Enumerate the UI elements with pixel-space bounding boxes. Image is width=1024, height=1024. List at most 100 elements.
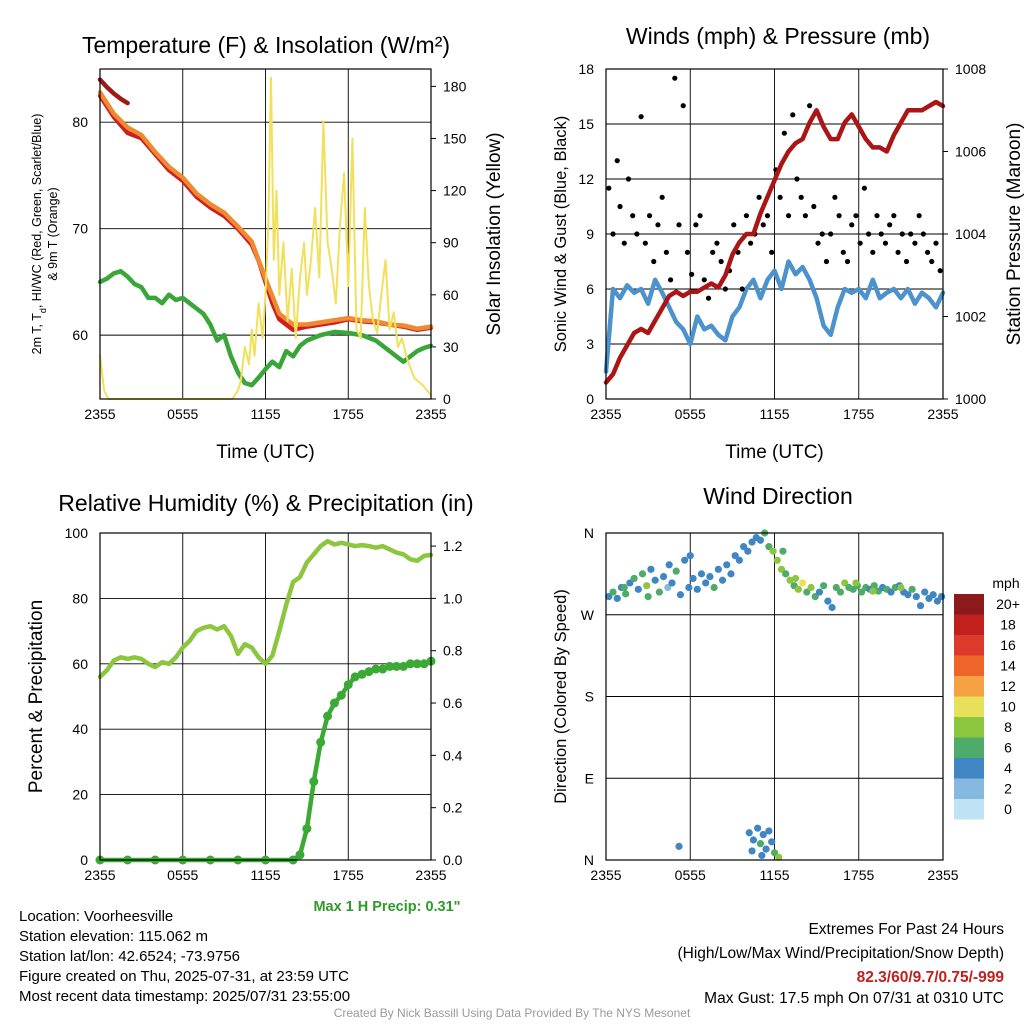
y-tick-label-left: 80	[72, 590, 88, 606]
y-tick-label-right: 180	[443, 78, 467, 94]
wind-direction-point	[714, 565, 722, 573]
legend-swatch	[954, 696, 984, 717]
chart-title: Temperature (F) & Insolation (W/m²)	[82, 32, 450, 58]
y-tick-label-left: 60	[72, 327, 88, 343]
gust-point	[651, 258, 657, 265]
gust-point	[621, 240, 627, 246]
x-axis-label: Time (UTC)	[725, 442, 824, 463]
y-tick-label-left: S	[585, 689, 594, 705]
wind-direction-point	[775, 853, 783, 861]
max-gust-text: Max Gust: 17.5 mph On 07/31 at 0310 UTC	[704, 990, 1004, 1007]
wind-direction-point	[929, 591, 937, 599]
wind-direction-point	[647, 565, 655, 573]
wind-direction-point	[904, 591, 912, 599]
wind-direction-point	[828, 603, 836, 612]
wind-direction-point	[643, 582, 651, 590]
wind-direction-point	[921, 588, 929, 596]
gust-point	[714, 240, 720, 246]
wind-direction-point	[735, 556, 743, 564]
gust-point	[684, 249, 691, 255]
gust-point	[903, 258, 910, 265]
wind-direction-point	[777, 565, 786, 573]
y-tick-label-left: 0	[80, 852, 88, 868]
chart-title: Winds (mph) & Pressure (mb)	[626, 23, 930, 49]
wind-direction-point	[740, 543, 748, 551]
wind-direction-point	[659, 573, 668, 581]
gust-point	[634, 231, 640, 237]
series-station-pressure	[603, 99, 946, 385]
wind-direction-point	[749, 836, 758, 844]
gust-point	[760, 222, 766, 228]
y-tick-label-left: 40	[72, 721, 88, 737]
extremes-values: 82.3/60/9.7/0.75/-999	[856, 969, 1004, 986]
wind-direction-point	[758, 851, 766, 860]
x-tick-label: 2355	[84, 867, 115, 883]
gust-point	[606, 185, 612, 191]
wind-direction-point	[651, 576, 659, 584]
wind-direction-point	[794, 585, 802, 593]
legend-label: 0	[1004, 801, 1012, 817]
x-tick-label: 2355	[927, 406, 958, 422]
gust-point	[920, 231, 926, 237]
precip-point	[398, 661, 408, 671]
gust-point	[701, 277, 707, 283]
wind-direction-point	[634, 585, 642, 593]
gust-point	[617, 203, 623, 210]
wind-direction-point	[820, 582, 828, 590]
legend-label: 6	[1004, 740, 1012, 756]
gust-point	[828, 231, 834, 237]
legend-label: 18	[1000, 617, 1016, 633]
precip-point	[419, 659, 429, 669]
precip-markers	[95, 656, 436, 865]
y-axis-label-left: Sonic Wind & Gust (Blue, Black)	[552, 116, 570, 353]
x-tick-label: 0555	[675, 867, 706, 883]
precip-point	[371, 664, 381, 674]
gust-point	[802, 213, 808, 219]
x-tick-label: 1755	[333, 406, 364, 422]
gust-point	[933, 240, 939, 246]
wind-direction-point	[638, 570, 647, 578]
wind-direction-point	[759, 830, 767, 839]
y-axis-label-left: 2m T, Td, HI/WC (Red, Green, Scarlet/Blu…	[30, 114, 48, 355]
wind-direction-point	[770, 849, 779, 857]
wind-direction-point	[685, 583, 693, 592]
wind-direction-point	[630, 574, 638, 583]
gust-point	[655, 222, 661, 228]
gust-point	[705, 295, 712, 301]
precip-annotation: Max 1 H Precip: 0.31"	[313, 899, 460, 915]
gust-point	[849, 222, 855, 228]
y-tick-label-left: N	[584, 525, 594, 541]
y-axis-label-left-line2: & 9m T (Orange)	[46, 187, 60, 280]
wind-direction-point	[676, 591, 685, 599]
wind-direction-point	[765, 543, 773, 551]
legend-label: 12	[1000, 678, 1016, 694]
legend-swatch	[954, 676, 984, 697]
wind-direction-point	[769, 547, 777, 555]
legend-label: 4	[1004, 760, 1012, 776]
footer-credit: Created By Nick Bassill Using Data Provi…	[333, 1006, 691, 1020]
wind-direction-point	[811, 592, 819, 601]
wind-direction-point	[718, 576, 727, 584]
wind-direction-point	[786, 576, 794, 584]
y-tick-label-left: 80	[72, 114, 88, 130]
gust-point	[781, 130, 787, 136]
y-tick-label-right: 1008	[955, 61, 986, 77]
gust-point	[878, 231, 884, 237]
legend-swatch	[954, 717, 984, 738]
wind-direction-point	[798, 579, 807, 587]
wind-direction-point	[852, 579, 860, 587]
plot-frame	[99, 68, 432, 400]
precip-point	[392, 661, 402, 671]
wind-direction-point	[697, 570, 706, 578]
precip-point	[295, 850, 305, 860]
y-tick-label-right: 120	[443, 183, 467, 199]
y-tick-label-right: 0.4	[443, 747, 463, 763]
wind-direction-point	[731, 552, 739, 560]
y-tick-label-left: E	[585, 770, 594, 786]
wind-direction-point	[613, 594, 621, 603]
y-tick-label-right: 60	[443, 287, 459, 303]
gust-point	[924, 249, 931, 255]
gust-point	[722, 286, 728, 292]
gust-point	[832, 194, 838, 200]
gust-point	[777, 194, 783, 200]
